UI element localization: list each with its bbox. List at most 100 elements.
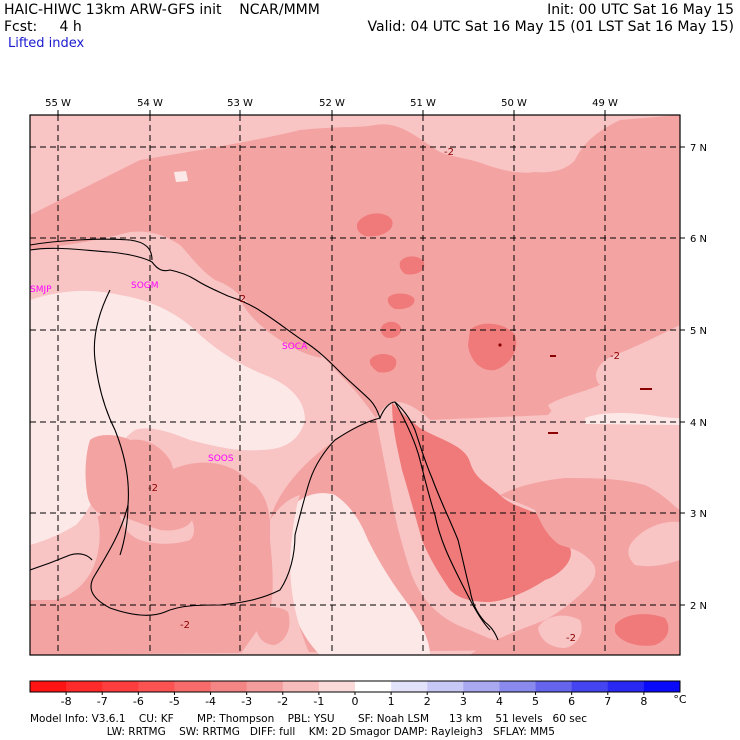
fill-blob-1 [356, 213, 393, 237]
colorbar-swatch [246, 681, 284, 692]
colorbar-tick-label: -6 [132, 695, 144, 708]
contour-labels: -2 -2 -2 -2 -2 -2 [148, 147, 620, 644]
fill-blob-2 [399, 256, 425, 275]
colorbar-tick-label: -8 [60, 695, 72, 708]
contour-label: -2 [444, 147, 454, 158]
colorbar-swatch [66, 681, 103, 692]
map-frame [29, 114, 681, 656]
header-left-line1: HAIC-HIWC 13km ARW-GFS init NCAR/MMM [4, 2, 320, 18]
colorbar-tick-label: -7 [96, 695, 108, 708]
lon-label: 54 W [137, 98, 163, 109]
colorbar-swatch [282, 681, 320, 692]
colorbar-tick-label: -3 [241, 695, 253, 708]
lon-label: 52 W [319, 98, 345, 109]
lon-label: 50 W [501, 98, 527, 109]
contour-fill-layer [30, 115, 680, 655]
border-river [119, 504, 129, 556]
contour-label: -2 [610, 351, 620, 362]
fill-south-streak [286, 493, 430, 655]
contour-label: -2 [236, 294, 246, 305]
colorbar-tick-label: -4 [205, 695, 217, 708]
colorbar-swatch [607, 681, 645, 692]
coastline-layer [30, 238, 499, 641]
colorbar-tick-label: -1 [313, 695, 325, 708]
colorbar-tick-label: 3 [459, 695, 467, 708]
contour-label: -2 [566, 633, 576, 644]
forecast-hour-label: Fcst: 4 h [4, 19, 82, 35]
frame-ticks [57, 110, 685, 606]
lat-label: 7 N [690, 143, 707, 154]
field-name-label: Lifted index [8, 36, 85, 51]
colorbar-swatch [102, 681, 139, 692]
lon-label: 55 W [45, 98, 71, 109]
fill-blob-5 [468, 323, 517, 371]
valid-time-label: Valid: 04 UTC Sat 16 May 15 (01 LST Sat … [367, 19, 734, 35]
colorbar-swatch [643, 681, 681, 692]
border-east [394, 401, 491, 631]
fill-south-central [119, 473, 275, 613]
fill-island-north [174, 171, 188, 182]
colorbar-tick-label: 7 [604, 695, 612, 708]
colorbar-swatch [355, 681, 392, 692]
colorbar-swatch [535, 681, 573, 692]
colorbar-swatch [174, 681, 212, 692]
colorbar-swatch [427, 681, 464, 692]
fill-patch-east-white [585, 413, 680, 425]
colorbar [29, 680, 681, 695]
tiny-feature-3 [640, 388, 652, 390]
init-time-label: Init: 00 UTC Sat 16 May 15 [547, 2, 734, 18]
fill-southeast-light [628, 521, 680, 567]
colorbar-tick-label: -2 [277, 695, 289, 708]
lat-lon-grid [30, 115, 680, 655]
colorbar-swatch [571, 681, 609, 692]
lon-labels: 55 W 54 W 53 W 52 W 51 W 50 W 49 W [45, 98, 618, 109]
lon-label: 53 W [227, 98, 253, 109]
colorbar-swatch [391, 681, 428, 692]
colorbar-swatch [499, 681, 537, 692]
fill-blob-3 [387, 293, 415, 310]
colorbar-swatch [138, 681, 175, 692]
colorbar-tick-label: -5 [168, 695, 180, 708]
border-north-1 [30, 238, 153, 261]
lon-label: 49 W [592, 98, 618, 109]
lat-label: 3 N [690, 509, 707, 520]
tiny-feature-4 [498, 343, 502, 347]
tiny-feature-2 [550, 355, 556, 357]
fill-southeast [470, 478, 680, 655]
contour-label: -2 [148, 483, 158, 494]
colorbar-tick-label: 8 [640, 695, 648, 708]
tiny-feature-1 [548, 432, 558, 434]
lat-labels: 7 N 6 N 5 N 4 N 3 N 2 N [690, 143, 707, 612]
contour-label: -2 [180, 620, 190, 631]
colorbar-tick-label: 2 [423, 695, 431, 708]
lat-label: 5 N [690, 326, 707, 337]
colorbar-swatch [210, 681, 248, 692]
colorbar-tick-label: 5 [532, 695, 540, 708]
border-sw-1 [30, 553, 93, 571]
fill-nw-coastal-strip [240, 300, 322, 358]
colorbar-swatch [463, 681, 500, 692]
fill-west-patch [85, 435, 174, 517]
colorbar-swatch [318, 681, 356, 692]
colorbar-tick-label: 1 [387, 695, 395, 708]
fill-southeast-light-2 [538, 615, 582, 648]
fill-southeast-blob [615, 614, 669, 646]
fill-central-band [392, 402, 571, 602]
colorbar-tick-label: 4 [495, 695, 503, 708]
fill-sw-spot [254, 607, 290, 645]
fill-south-streak-edge [240, 495, 310, 655]
model-info-line2: LW: RRTMG SW: RRTMG DIFF: full KM: 2D Sm… [30, 726, 555, 738]
lon-label: 51 W [410, 98, 436, 109]
lat-label: 6 N [690, 234, 707, 245]
coastline [30, 247, 499, 641]
fill-blob-6 [369, 354, 397, 373]
station-label: SMJP [30, 285, 52, 295]
lat-label: 4 N [690, 418, 707, 429]
fill-patch-east [548, 325, 680, 423]
station-labels: SMJP SOGM SOCA SOOS [30, 281, 308, 464]
colorbar-tick-label: 6 [568, 695, 576, 708]
colorbar-tick-label: 0 [351, 695, 359, 708]
station-label: SOCA [282, 342, 308, 352]
fill-west-light-edge [30, 510, 100, 600]
